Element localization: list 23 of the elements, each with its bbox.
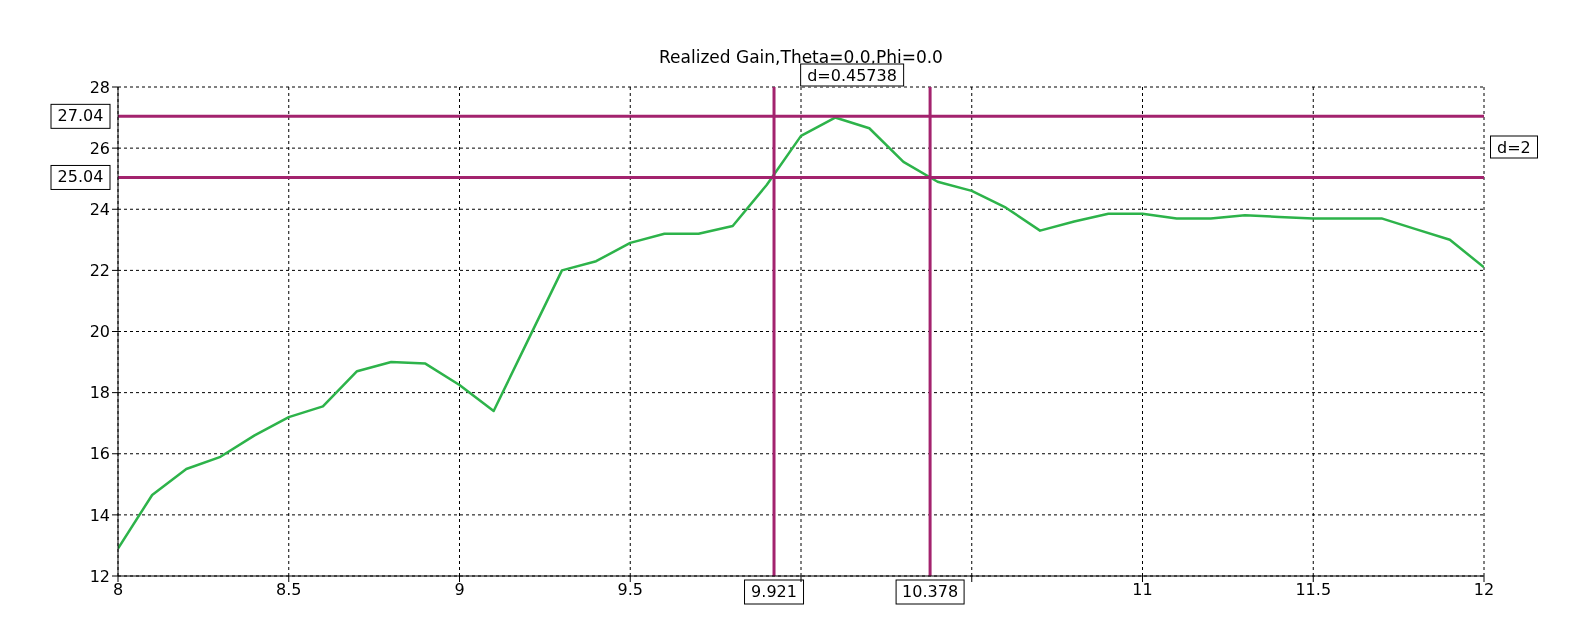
y-tick-label: 20: [89, 322, 110, 342]
text: d=0.45738: [800, 63, 904, 87]
x-tick-label: 8.5: [276, 580, 302, 600]
x-tick-label: 11.5: [1295, 580, 1332, 600]
x-tick-label: 9: [454, 580, 465, 600]
y-tick-label: 26: [89, 138, 110, 158]
x-tick-label: 9.5: [617, 580, 643, 600]
ref-line-label: 9.921: [751, 582, 797, 601]
y-tick-label: 16: [89, 444, 110, 464]
x-tick-label: 12: [1473, 580, 1495, 600]
y-tick-label: 22: [89, 261, 110, 281]
y-tick-label: 14: [89, 505, 110, 525]
line-series: [118, 116, 1484, 550]
y-tick-label: 28: [89, 77, 110, 97]
text: d=2: [1490, 135, 1538, 159]
x-tick-label: 11: [1132, 580, 1153, 600]
y-tick-label: 18: [89, 383, 110, 403]
ref-line-label: 27.04: [57, 106, 104, 126]
x-tick-label: 8: [112, 580, 124, 600]
y-tick-label: 12: [89, 566, 110, 586]
ref-line-label: 25.04: [57, 167, 104, 187]
y-tick-label: 24: [89, 199, 110, 219]
ref-line-label: 10.378: [902, 582, 959, 601]
